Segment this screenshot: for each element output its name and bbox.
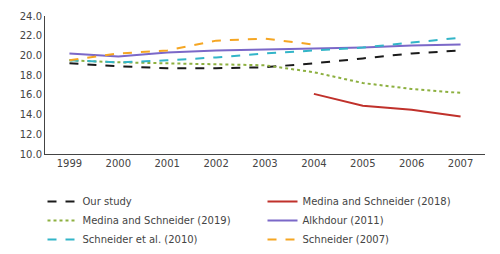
svg-text:2005: 2005 [350, 158, 375, 169]
svg-text:16.0: 16.0 [20, 89, 42, 100]
svg-text:2003: 2003 [252, 158, 277, 169]
svg-text:1999: 1999 [57, 158, 82, 169]
svg-text:2006: 2006 [399, 158, 424, 169]
svg-text:Medina and Schneider (2018): Medina and Schneider (2018) [303, 196, 451, 207]
svg-text:10.0: 10.0 [20, 149, 42, 160]
svg-text:2001: 2001 [154, 158, 179, 169]
svg-text:14.0: 14.0 [20, 109, 42, 120]
svg-text:2000: 2000 [106, 158, 131, 169]
svg-text:Alkhdour (2011): Alkhdour (2011) [303, 215, 384, 226]
svg-text:2002: 2002 [203, 158, 228, 169]
svg-text:12.0: 12.0 [20, 129, 42, 140]
svg-text:18.0: 18.0 [20, 70, 42, 81]
svg-text:Our study: Our study [83, 196, 132, 207]
svg-text:24.0: 24.0 [20, 11, 42, 22]
svg-text:2004: 2004 [301, 158, 326, 169]
svg-text:Schneider et al. (2010): Schneider et al. (2010) [83, 234, 198, 245]
svg-text:2007: 2007 [448, 158, 473, 169]
svg-text:Medina and Schneider (2019): Medina and Schneider (2019) [83, 215, 231, 226]
svg-text:22.0: 22.0 [20, 30, 42, 41]
svg-text:Schneider (2007): Schneider (2007) [303, 234, 390, 245]
svg-text:20.0: 20.0 [20, 50, 42, 61]
